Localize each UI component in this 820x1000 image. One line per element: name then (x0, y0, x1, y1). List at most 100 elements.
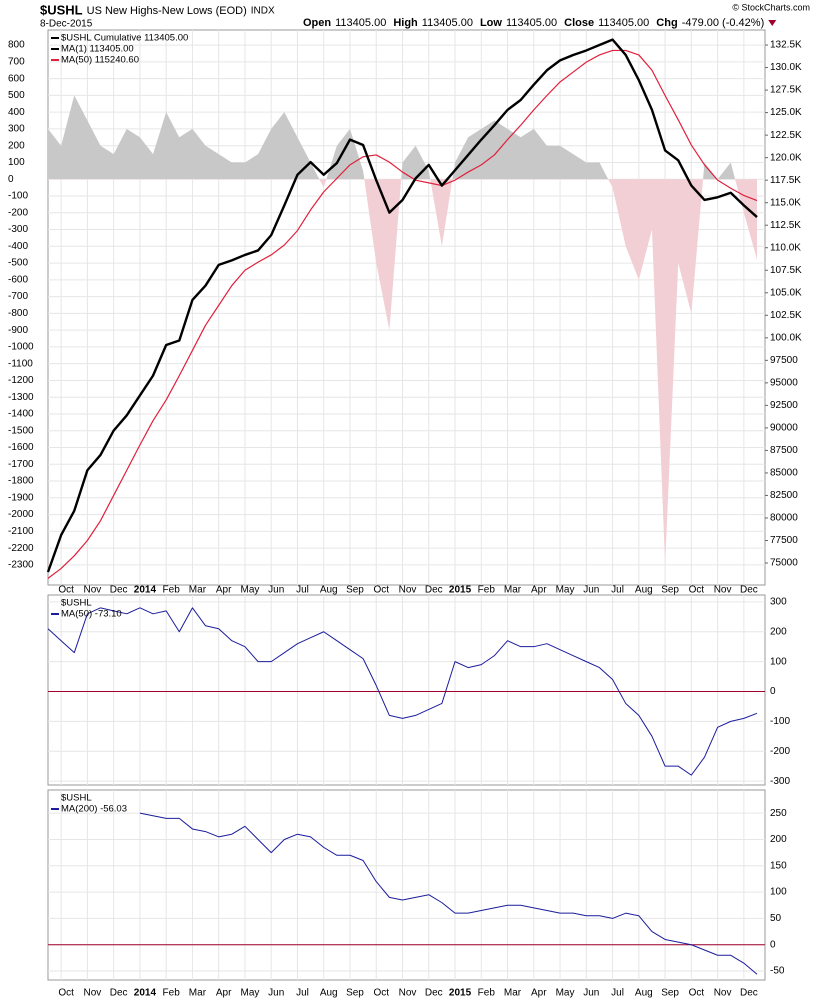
date: 8-Dec-2015 (40, 19, 93, 30)
y-tick-label: 400 (8, 107, 25, 118)
y2-tick-label: 132.5K (770, 40, 802, 51)
x-tick-label: Jul (611, 585, 624, 596)
x-tick-label: Aug (320, 988, 338, 999)
y-tick-label: 800 (8, 40, 25, 51)
y-tick-label: -100 (770, 716, 790, 727)
x-tick-label: May (556, 585, 575, 596)
series-line (47, 607, 758, 776)
y2-tick-label: 112.5K (770, 220, 801, 231)
y-tick-label: -2000 (8, 509, 34, 520)
y2-tick-label: 87500 (770, 445, 798, 456)
y-tick-label: -1000 (8, 342, 34, 353)
y2-tick-label: 127.5K (770, 85, 802, 96)
x-tick-label: Sep (346, 988, 364, 999)
x-tick-label: Nov (83, 585, 101, 596)
y-tick-label: 200 (8, 140, 25, 151)
legend-label: MA(1) 113405.00 (61, 44, 134, 55)
x-tick-label: Mar (504, 585, 522, 596)
x-tick-label: Nov (399, 585, 417, 596)
x-tick-label: Oct (373, 988, 389, 999)
y-tick-label: -1400 (8, 409, 34, 420)
y-tick-label: -200 (770, 746, 790, 757)
y-tick-label: -200 (8, 207, 28, 218)
y-tick-label: 100 (8, 157, 25, 168)
series-line (139, 812, 758, 975)
y-tick-label: -500 (8, 258, 28, 269)
x-tick-label: Oct (58, 988, 74, 999)
y-tick-label: -1300 (8, 392, 34, 403)
x-tick-label: 2014 (134, 585, 157, 596)
y-tick-label: 500 (8, 90, 25, 101)
quote-label: Low (480, 17, 502, 29)
x-tick-label: Dec (740, 988, 758, 999)
y-tick-label: -2100 (8, 526, 34, 537)
x-tick-label: Jul (296, 585, 309, 596)
y2-tick-label: 100.0K (770, 332, 802, 343)
x-tick-label: Feb (163, 585, 181, 596)
y2-tick-label: 117.5K (770, 175, 801, 186)
y-tick-label: 100 (770, 656, 787, 667)
y-tick-label: 200 (770, 834, 787, 845)
y-tick-label: 50 (770, 913, 782, 924)
x-tick-label: Feb (478, 988, 496, 999)
y-tick-label: 200 (770, 626, 787, 637)
symbol: $USHL (40, 2, 83, 17)
y2-tick-label: 82500 (770, 490, 798, 501)
y2-tick-label: 107.5K (770, 265, 802, 276)
y2-tick-label: 125.0K (770, 107, 802, 118)
x-tick-label: Mar (504, 988, 522, 999)
panel-frame (47, 594, 766, 786)
x-tick-label: Feb (163, 988, 181, 999)
x-tick-label: Aug (635, 585, 653, 596)
y-tick-label: -1600 (8, 442, 34, 453)
legend-label: MA(200) -56.03 (61, 804, 127, 815)
y-tick-label: 0 (770, 686, 776, 697)
y-tick-label: -700 (8, 291, 28, 302)
x-tick-label: Aug (635, 988, 653, 999)
y2-tick-label: 80000 (770, 513, 798, 524)
x-tick-label: Apr (216, 585, 232, 596)
y2-tick-label: 110.0K (770, 242, 801, 253)
x-tick-label: May (240, 585, 259, 596)
x-tick-label: Jun (583, 988, 599, 999)
quote-value: -479.00 (-0.42%) (682, 17, 765, 29)
y-tick-label: 300 (770, 597, 787, 608)
y-tick-label: 150 (770, 860, 787, 871)
y-tick-label: 300 (8, 124, 25, 135)
x-tick-label: Jun (268, 585, 284, 596)
y-tick-label: -1200 (8, 375, 34, 386)
y2-tick-label: 102.5K (770, 310, 802, 321)
y2-tick-label: 120.0K (770, 152, 802, 163)
y-tick-label: -300 (8, 224, 28, 235)
y-tick-label: -2200 (8, 543, 34, 554)
x-tick-label: Oct (373, 585, 389, 596)
x-tick-label: Sep (346, 585, 364, 596)
exchange: INDX (251, 6, 275, 17)
y2-tick-label: 75000 (770, 558, 798, 569)
quote-label: Chg (656, 17, 677, 29)
quote-label: Close (564, 17, 594, 29)
y-tick-label: -50 (770, 966, 785, 977)
y-tick-label: -1800 (8, 476, 34, 487)
y-tick-label: 100 (770, 887, 787, 898)
x-tick-label: Apr (531, 988, 547, 999)
quote-value: 113405.00 (506, 17, 557, 29)
credit: © StockCharts.com (732, 2, 810, 12)
y2-tick-label: 105.0K (770, 287, 802, 298)
x-tick-label: Nov (83, 988, 101, 999)
y-tick-label: -1100 (8, 358, 33, 369)
y2-tick-label: 97500 (770, 355, 798, 366)
x-tick-label: Dec (110, 585, 128, 596)
y-tick-label: 0 (770, 939, 776, 950)
y-tick-label: -600 (8, 274, 28, 285)
x-tick-label: May (556, 988, 575, 999)
panel-frame (47, 789, 766, 981)
y-tick-label: 600 (8, 73, 25, 84)
quote-label: Open (303, 17, 331, 29)
change-arrow (768, 20, 777, 26)
x-tick-label: Dec (740, 585, 758, 596)
y2-tick-label: 95000 (770, 377, 798, 388)
x-tick-label: Mar (189, 585, 207, 596)
quote-value: 113405.00 (598, 17, 649, 29)
